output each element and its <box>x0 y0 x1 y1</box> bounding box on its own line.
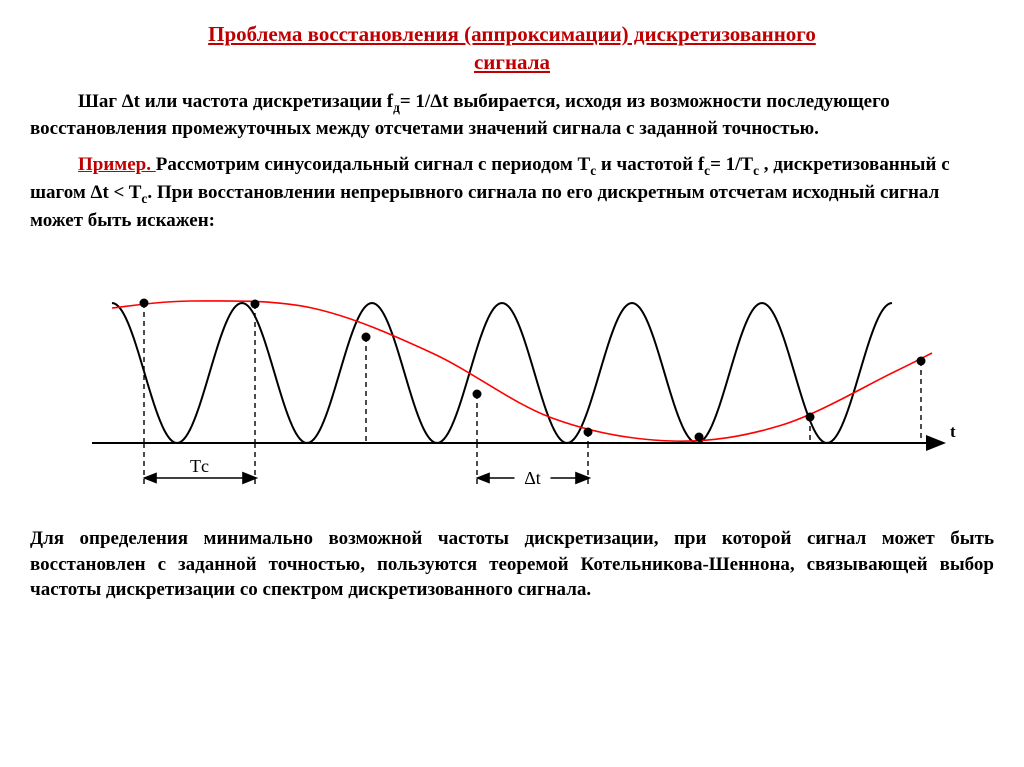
p2-a: Рассмотрим синусоидальный сигнал с перио… <box>156 154 590 175</box>
p2-b: и частотой f <box>596 154 704 175</box>
svg-text:Tс: Tс <box>190 456 209 476</box>
title-line2: сигнала <box>474 50 550 74</box>
p1-sub: д <box>393 99 400 114</box>
title-line1: Проблема восстановления (аппроксимации) … <box>208 22 816 46</box>
p1-a: Шаг Δt или частота дискретизации f <box>78 91 393 112</box>
example-label: Пример. <box>78 154 156 175</box>
p2-e: . При восстановлении непрерывного сигнал… <box>30 182 939 231</box>
signal-chart: t Tс Δt <box>62 243 962 508</box>
svg-text:t: t <box>950 422 956 441</box>
paragraph-2: Пример. Рассмотрим синусоидальный сигнал… <box>30 152 994 233</box>
svg-text:Δt: Δt <box>524 468 541 488</box>
paragraph-1: Шаг Δt или частота дискретизации fд= 1/Δ… <box>30 89 994 142</box>
footer-text: Для определения минимально возможной час… <box>30 528 994 600</box>
p2-c: = 1/T <box>710 154 753 175</box>
page-title: Проблема восстановления (аппроксимации) … <box>30 20 994 77</box>
footer-paragraph: Для определения минимально возможной час… <box>30 526 994 603</box>
